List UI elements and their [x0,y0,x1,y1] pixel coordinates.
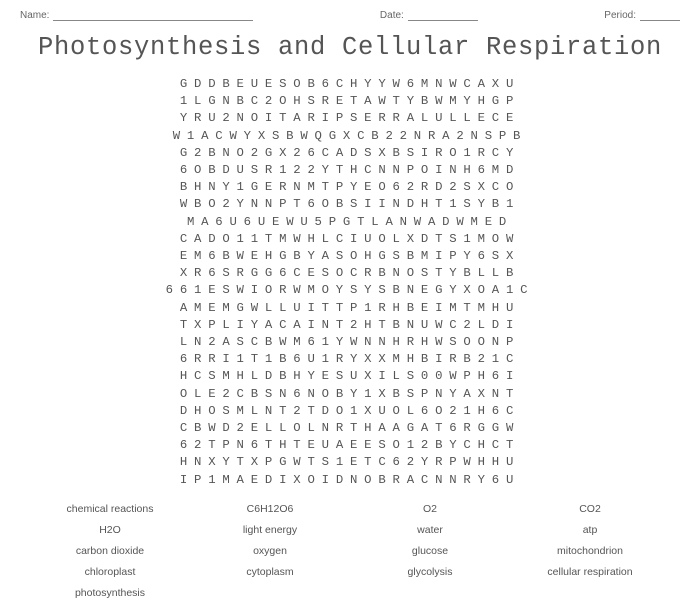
word-bank-item: mitochondrion [510,545,670,558]
period-label: Period: [604,10,636,21]
word-bank: chemical reactionsC6H12O6O2CO2 H2Olight e… [20,503,680,601]
word-bank-item: water [350,524,510,537]
word-bank-item: CO2 [510,503,670,516]
word-bank-item: carbon dioxide [30,545,190,558]
word-bank-item [350,587,510,600]
word-bank-item [190,587,350,600]
name-label: Name: [20,10,49,21]
word-bank-item: O2 [350,503,510,516]
word-bank-item: chemical reactions [30,503,190,516]
date-label: Date: [380,10,404,21]
field-name[interactable]: Name: [20,10,253,21]
word-bank-item: oxygen [190,545,350,558]
word-bank-item: glucose [350,545,510,558]
period-input-line[interactable] [640,11,680,21]
word-bank-item: H2O [30,524,190,537]
word-bank-item: chloroplast [30,566,190,579]
field-period[interactable]: Period: [604,10,680,21]
word-bank-item: glycolysis [350,566,510,579]
word-bank-item: cytoplasm [190,566,350,579]
name-input-line[interactable] [53,11,253,21]
word-bank-item [510,587,670,600]
worksheet-title: Photosynthesis and Cellular Respiration [20,33,680,62]
word-bank-item: light energy [190,524,350,537]
date-input-line[interactable] [408,11,478,21]
word-bank-item: cellular respiration [510,566,670,579]
wordsearch-grid: GDDBEUESOB6CHYYW6MNWCAXU 1LGNBC2OHSRETAW… [20,76,680,489]
header-fields: Name: Date: Period: [20,10,680,21]
word-bank-item: photosynthesis [30,587,190,600]
word-bank-item: atp [510,524,670,537]
field-date[interactable]: Date: [380,10,478,21]
word-bank-item: C6H12O6 [190,503,350,516]
